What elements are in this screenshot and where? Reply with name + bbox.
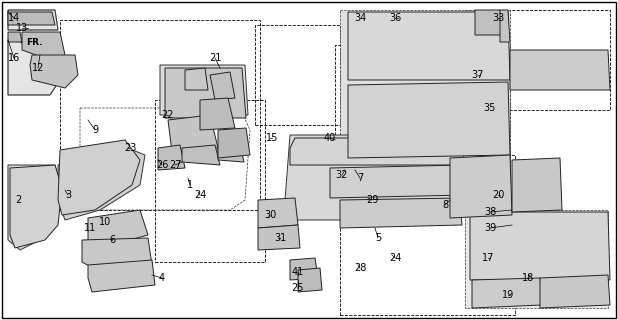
Polygon shape [475, 10, 505, 35]
Text: 38: 38 [484, 207, 496, 217]
Text: 21: 21 [209, 53, 221, 63]
Polygon shape [88, 260, 155, 292]
Polygon shape [8, 40, 60, 95]
Polygon shape [348, 12, 510, 80]
Text: 25: 25 [292, 283, 304, 293]
Polygon shape [210, 72, 235, 100]
Text: 8: 8 [442, 200, 448, 210]
Text: 23: 23 [124, 143, 136, 153]
Polygon shape [348, 82, 510, 158]
Text: 29: 29 [366, 195, 378, 205]
Text: 13: 13 [16, 23, 28, 33]
Text: 31: 31 [274, 233, 286, 243]
Polygon shape [258, 225, 300, 250]
Text: 1: 1 [187, 180, 193, 190]
Polygon shape [8, 10, 58, 30]
Text: 4: 4 [159, 273, 165, 283]
Polygon shape [22, 32, 65, 60]
Bar [335, 45, 510, 200]
Polygon shape [500, 10, 510, 42]
Text: 32: 32 [336, 170, 348, 180]
Polygon shape [8, 12, 55, 25]
Text: 11: 11 [84, 223, 96, 233]
Text: 15: 15 [266, 133, 278, 143]
Text: 27: 27 [169, 160, 181, 170]
Text: 2: 2 [15, 195, 21, 205]
Text: 35: 35 [484, 103, 496, 113]
Polygon shape [82, 238, 152, 272]
Text: 33: 33 [492, 13, 504, 23]
Polygon shape [158, 145, 185, 170]
Bar [465, 10, 610, 110]
Text: FR.: FR. [22, 33, 38, 42]
Bar [340, 155, 515, 315]
Bar [60, 20, 260, 210]
Bar [155, 100, 265, 262]
Polygon shape [450, 155, 512, 218]
Polygon shape [8, 165, 60, 250]
Polygon shape [470, 212, 610, 280]
Polygon shape [340, 198, 462, 228]
Polygon shape [258, 198, 298, 228]
Text: 12: 12 [32, 63, 44, 73]
Polygon shape [30, 55, 78, 88]
Text: 22: 22 [162, 110, 174, 120]
Polygon shape [285, 135, 465, 220]
Text: 28: 28 [354, 263, 366, 273]
Text: 6: 6 [109, 235, 115, 245]
Text: 37: 37 [472, 70, 484, 80]
Polygon shape [88, 210, 148, 248]
Text: 30: 30 [264, 210, 276, 220]
Polygon shape [8, 32, 22, 42]
Polygon shape [58, 140, 140, 215]
Polygon shape [200, 98, 235, 130]
Text: 16: 16 [8, 53, 20, 63]
Polygon shape [160, 65, 248, 115]
Text: 39: 39 [484, 223, 496, 233]
Text: 5: 5 [375, 233, 381, 243]
Polygon shape [330, 165, 465, 198]
Polygon shape [290, 138, 465, 165]
Text: 9: 9 [92, 125, 98, 135]
Polygon shape [58, 145, 145, 220]
Polygon shape [185, 68, 208, 90]
Text: 17: 17 [482, 253, 494, 263]
Text: 36: 36 [389, 13, 401, 23]
Text: 34: 34 [354, 13, 366, 23]
Polygon shape [340, 10, 510, 160]
Polygon shape [182, 145, 220, 165]
Polygon shape [510, 50, 610, 90]
Text: FR.: FR. [26, 37, 43, 46]
Bar [255, 25, 340, 125]
Polygon shape [472, 278, 542, 308]
Polygon shape [465, 210, 608, 308]
Polygon shape [298, 268, 322, 292]
Text: 10: 10 [99, 217, 111, 227]
Text: 7: 7 [357, 173, 363, 183]
Text: 24: 24 [194, 190, 206, 200]
Polygon shape [512, 158, 562, 212]
Polygon shape [10, 165, 62, 248]
Text: 41: 41 [292, 267, 304, 277]
Text: 3: 3 [65, 190, 71, 200]
Polygon shape [168, 115, 218, 152]
Polygon shape [165, 68, 246, 118]
Polygon shape [290, 258, 318, 280]
Text: 18: 18 [522, 273, 534, 283]
Text: 40: 40 [324, 133, 336, 143]
Text: 26: 26 [156, 160, 168, 170]
Text: 20: 20 [492, 190, 504, 200]
Polygon shape [218, 128, 250, 158]
Polygon shape [540, 275, 610, 308]
Polygon shape [218, 145, 244, 162]
Text: 24: 24 [389, 253, 401, 263]
Text: 14: 14 [8, 13, 20, 23]
Text: 19: 19 [502, 290, 514, 300]
